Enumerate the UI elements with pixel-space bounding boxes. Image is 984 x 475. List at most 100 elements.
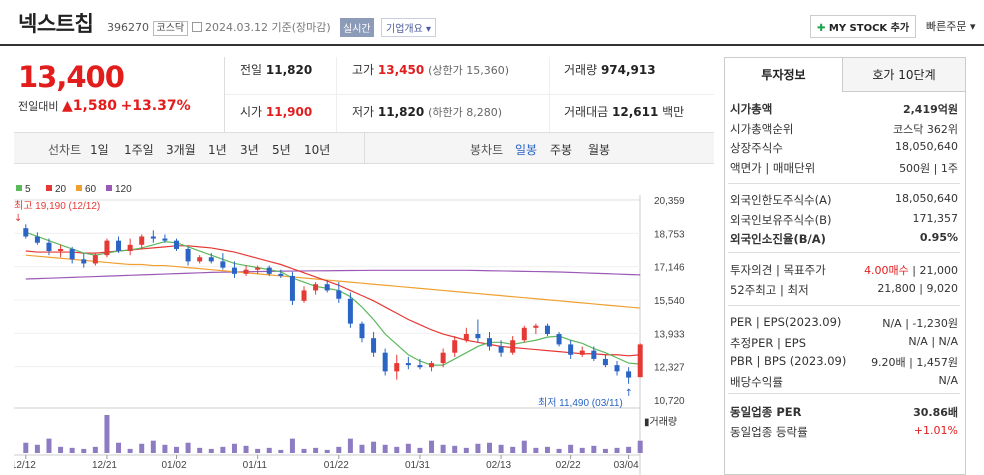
x-tick-label: 12/21 [92, 460, 117, 471]
panel-divider [728, 252, 960, 253]
tab-1day[interactable]: 1일 [90, 143, 109, 157]
company-info-dropdown[interactable]: 기업개요 ▾ [381, 18, 437, 37]
tab-10year[interactable]: 10년 [304, 143, 331, 157]
y-tick-label: 18,753 [654, 229, 685, 240]
candle-body [394, 363, 400, 372]
volume-bar [208, 448, 214, 453]
tab-3year[interactable]: 3년 [240, 143, 259, 157]
legend-swatch [16, 185, 22, 191]
tab-3month[interactable]: 3개월 [166, 143, 196, 157]
volume-bar [278, 449, 284, 453]
tab-1year[interactable]: 1년 [208, 143, 227, 157]
tab-monthly-candle[interactable]: 월봉 [588, 143, 611, 157]
high-price: 고가 13,450 (상한가 15,360) [352, 63, 509, 77]
volume-bar [336, 446, 342, 453]
candle-body [243, 269, 249, 274]
volume-bar [150, 440, 156, 453]
candle-body [301, 290, 307, 301]
volume: 거래량 974,913 [564, 63, 656, 77]
info-row: 시가총액 2,419억원 [730, 102, 958, 116]
candle-body [614, 365, 620, 372]
candle-body [405, 363, 411, 366]
ma20-line [25, 245, 641, 357]
calendar-icon [192, 22, 202, 32]
candle-body [69, 248, 75, 260]
candle-body [510, 340, 516, 353]
info-row: PER | EPS(2023.09) N/A | -1,230원 [730, 315, 958, 330]
volume-bar [324, 449, 330, 453]
y-tick-label: 15,540 [654, 296, 685, 307]
divider [364, 132, 365, 164]
info-row: 추정PER | EPS N/A | N/A [730, 334, 958, 350]
info-row: PBR | BPS (2023.09) 9.20배 | 1,457원 [730, 354, 958, 369]
volume-bar [556, 448, 562, 453]
volume-bar [197, 447, 203, 453]
volume-bar [602, 448, 608, 453]
info-row: 외국인소진율(B/A) 0.95% [730, 231, 958, 246]
candle-chart-label: 봉차트 [470, 143, 504, 157]
tab-order-book[interactable]: 호가 10단계 [842, 57, 966, 92]
candle-body [92, 255, 98, 264]
min-price-note: 최저 11,490 (03/11) [538, 397, 623, 409]
candle-body [521, 327, 527, 341]
volume-bar [243, 445, 249, 453]
candle-body [185, 248, 191, 262]
volume-bar [116, 442, 122, 453]
tab-daily-candle[interactable]: 일봉 [515, 143, 538, 157]
volume-bar [266, 447, 272, 453]
info-row: 액면가 | 매매단위 500원 | 1주 [730, 160, 958, 175]
volume-bar [591, 445, 597, 453]
price-chart[interactable]: 20,359 18,753 17,146 15,540 13,933 12,327 10,7… [14, 175, 714, 475]
quick-order-dropdown[interactable]: 빠른주문 ▾ [926, 20, 976, 33]
price-change: 전일대비 ▲1,580 +13.37% [18, 98, 191, 114]
volume-bar [289, 438, 295, 453]
current-price: 13,400 [18, 60, 125, 94]
info-row: 시가총액순위 코스닥 362위 [730, 121, 958, 136]
volume-bar [544, 446, 550, 453]
tab-invest-info[interactable]: 투자정보 [724, 57, 843, 92]
candle-body [197, 257, 203, 262]
legend-label: 60 [85, 184, 97, 195]
candle-body [336, 290, 342, 299]
my-stock-add-button[interactable]: ✚ MY STOCK 추가 [810, 15, 917, 38]
candle-body [417, 365, 423, 368]
realtime-badge[interactable]: 실시간 [340, 18, 374, 37]
candle-body [498, 346, 504, 353]
candle-body [579, 350, 585, 355]
divider [224, 57, 225, 132]
info-row: 동일업종 PER 30.86배 [730, 405, 958, 419]
tab-weekly-candle[interactable]: 주봉 [550, 143, 573, 157]
volume-bar [162, 444, 168, 453]
volume-bar [614, 447, 620, 453]
volume-bar [533, 447, 539, 453]
x-tick-label: 01/22 [324, 460, 349, 471]
min-arrow-icon: ↑ [625, 388, 633, 399]
volume-bar [637, 440, 643, 453]
volume-bar [69, 447, 75, 453]
panel-divider [728, 183, 960, 184]
x-tick-label: 12/12 [14, 460, 36, 471]
legend-swatch [76, 185, 82, 191]
volume-bar [440, 444, 446, 453]
candle-body [626, 371, 632, 378]
market-tag: 코스닥 [152, 21, 189, 36]
volume-bar [498, 444, 504, 453]
tab-5year[interactable]: 5년 [272, 143, 291, 157]
ma120-line [25, 269, 641, 280]
volume-bar [301, 448, 307, 453]
volume-bar [579, 447, 585, 453]
volume-bar [231, 443, 237, 453]
volume-bar [23, 442, 29, 453]
y-tick-label: 20,359 [654, 196, 685, 207]
candle-body [34, 236, 40, 243]
candle-body [382, 352, 388, 372]
volume-bar [405, 443, 411, 453]
chevron-down-icon: ▾ [969, 20, 976, 33]
candle-body [637, 344, 643, 378]
tab-1week[interactable]: 1주일 [124, 143, 154, 157]
info-row: 배당수익률 N/A [730, 373, 958, 389]
candle-body [220, 261, 226, 268]
divider [225, 94, 714, 95]
volume-bar [510, 446, 516, 453]
candle-body [174, 240, 179, 249]
